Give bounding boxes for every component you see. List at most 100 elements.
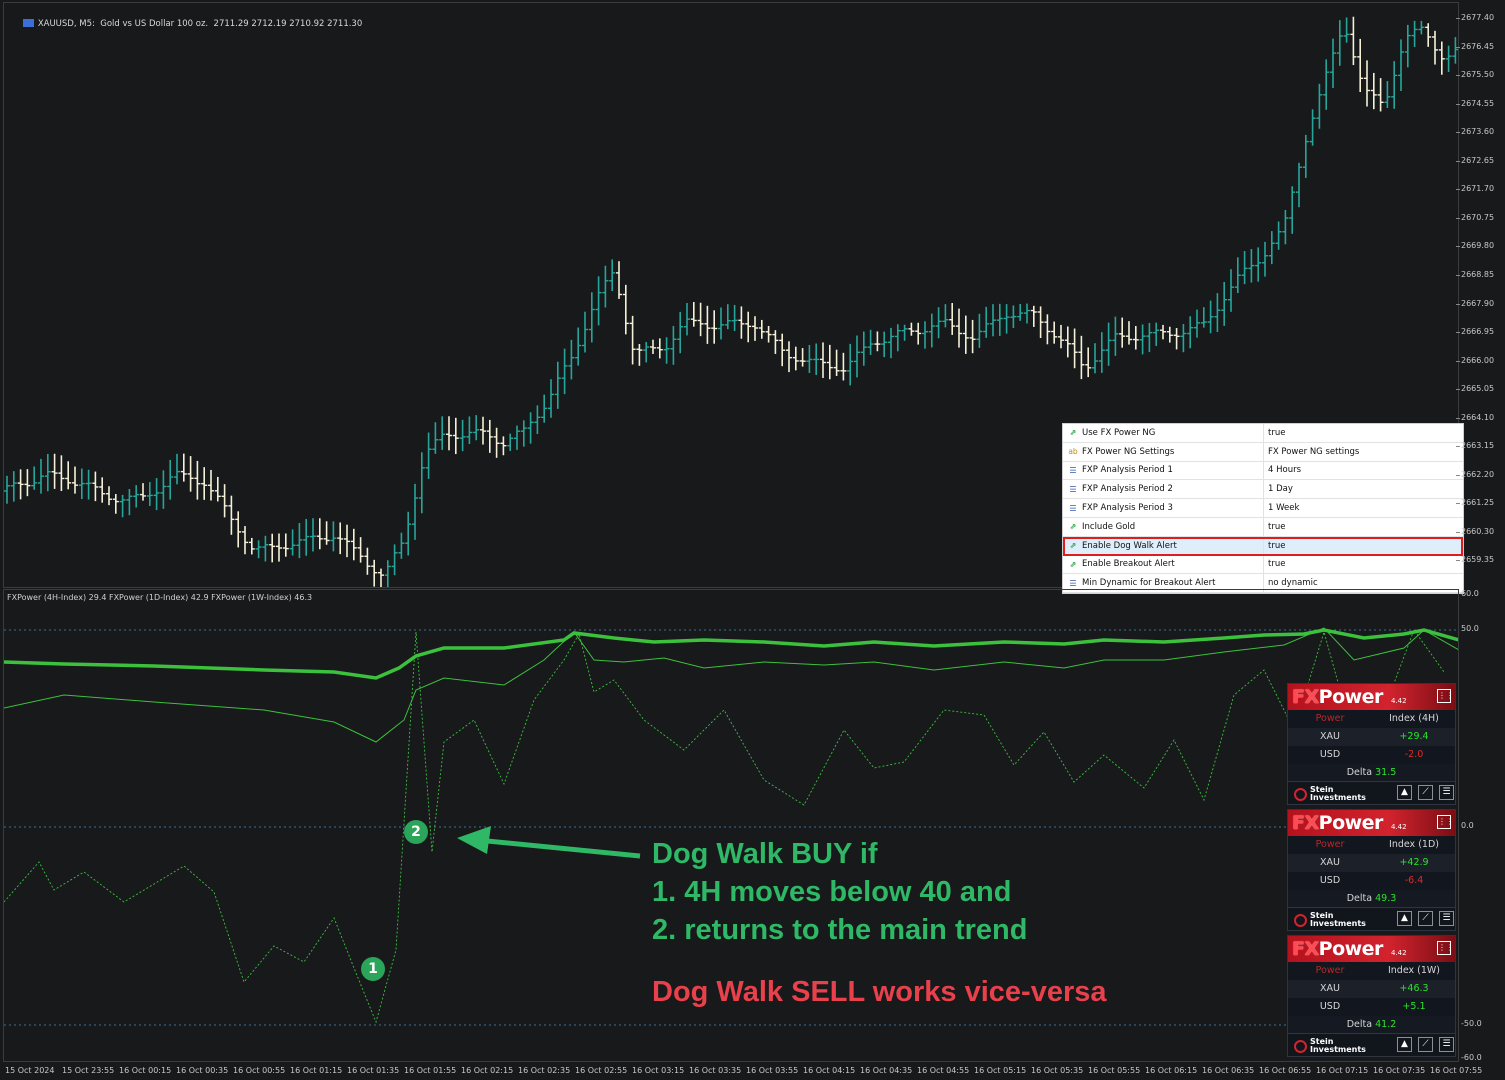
price-bar — [58, 455, 65, 492]
candlestick-chart[interactable] — [4, 3, 1458, 587]
delta-row: Delta 41.2 — [1346, 1019, 1397, 1030]
enum-list-icon: ☰ — [1069, 503, 1077, 513]
price-bar — [418, 452, 425, 514]
property-value[interactable]: 1 Week — [1268, 503, 1300, 514]
price-bar — [1364, 60, 1370, 107]
fxpower-logo: FXPower — [1292, 812, 1383, 834]
bell-icon[interactable]: ▲ — [1397, 911, 1412, 926]
price-bar — [1146, 322, 1153, 353]
price-bar — [1336, 20, 1343, 66]
fxpower-header: FXPower 4.42 ⋮⋮ — [1288, 684, 1455, 710]
price-bar — [439, 416, 446, 450]
chart-title-text: XAUUSD, M5: Gold vs US Dollar 100 oz. 27… — [37, 19, 363, 29]
fxpower-logo: FXPower — [1292, 686, 1383, 708]
price-bar — [378, 568, 384, 587]
price-bar — [303, 518, 310, 556]
property-name: Enable Breakout Alert — [1082, 559, 1175, 570]
price-bar — [1187, 316, 1194, 349]
chart-icon[interactable]: ⟋ — [1418, 911, 1433, 926]
property-row[interactable]: ☰ Min Dynamic for Breakout Alert no dynami… — [1063, 574, 1463, 594]
list-icon[interactable]: ☰ — [1439, 785, 1454, 800]
price-bar — [1058, 324, 1064, 349]
price-bar — [765, 325, 772, 343]
price-bar — [922, 321, 928, 349]
fxpower-row-usd: USD -2.0 — [1288, 746, 1455, 764]
price-tick-label: 2668.85 — [1461, 269, 1495, 279]
price-bar — [1228, 269, 1234, 312]
price-bar — [1377, 78, 1384, 112]
price-tick-mark — [1456, 274, 1460, 276]
property-value[interactable]: 1 Day — [1268, 484, 1293, 495]
price-bar — [228, 495, 235, 535]
chart-icon[interactable]: ⟋ — [1418, 1037, 1433, 1052]
property-row[interactable]: ⇗ Include Gold true — [1063, 517, 1463, 537]
ab-string-icon: ab — [1068, 447, 1078, 457]
property-value[interactable]: true — [1268, 540, 1286, 551]
price-bar — [1452, 37, 1458, 64]
price-bar — [1078, 335, 1085, 380]
property-row[interactable]: ☰ FXP Analysis Period 1 4 Hours — [1063, 461, 1463, 481]
ab-bool-icon: ⇗ — [1069, 559, 1077, 569]
property-row[interactable]: ☰ FXP Analysis Period 2 1 Day — [1063, 480, 1463, 500]
price-bar — [1268, 231, 1275, 265]
price-bar — [609, 259, 616, 292]
enum-list-icon: ☰ — [1069, 465, 1077, 475]
property-value[interactable]: true — [1268, 559, 1286, 570]
price-bar — [1432, 30, 1438, 65]
price-bar — [255, 540, 262, 559]
time-tick-label: 16 Oct 04:15 — [803, 1066, 856, 1075]
price-tick-mark — [1456, 103, 1460, 105]
price-bar — [554, 361, 561, 409]
fxpower-header: FXPower 4.42 ⋮⋮ — [1288, 936, 1455, 962]
price-bar — [174, 453, 180, 485]
price-bar — [1330, 38, 1336, 88]
price-tick-label: 2670.75 — [1461, 212, 1495, 222]
price-bar — [616, 261, 622, 299]
list-icon[interactable]: ☰ — [1439, 911, 1454, 926]
property-value[interactable]: 4 Hours — [1268, 465, 1302, 476]
price-chart-pane[interactable]: XAUUSD, M5: Gold vs US Dollar 100 oz. 27… — [3, 2, 1464, 595]
price-bar — [840, 352, 847, 381]
grid-menu-icon[interactable]: ⋮⋮ — [1437, 941, 1454, 955]
chart-icon[interactable]: ⟋ — [1418, 785, 1433, 800]
price-bar — [1425, 23, 1432, 47]
annotation-arrow-icon — [457, 826, 641, 859]
price-bar — [432, 422, 439, 454]
grid-menu-icon[interactable]: ⋮⋮ — [1437, 815, 1454, 829]
price-bar — [323, 521, 330, 545]
property-row[interactable]: ⇗ Use FX Power NG true — [1063, 424, 1463, 443]
fxpower-panel: FXPower 4.42 ⋮⋮ Power Index (1W) XAU +46… — [1287, 935, 1456, 1057]
indicator-pane[interactable]: FXPower (4H-Index) 29.4 FXPower (1D-Inde… — [3, 589, 1459, 1062]
property-row[interactable]: ⇗ Enable Dog Walk Alert true — [1063, 536, 1463, 556]
property-row[interactable]: ab FX Power NG Settings FX Power NG settin… — [1063, 442, 1463, 462]
property-value[interactable]: no dynamic — [1268, 578, 1318, 589]
price-bar — [330, 521, 337, 552]
list-icon[interactable]: ☰ — [1439, 1037, 1454, 1052]
price-bar — [786, 341, 792, 373]
property-value[interactable]: true — [1268, 427, 1286, 438]
property-row[interactable]: ⇗ Enable Breakout Alert true — [1063, 555, 1463, 575]
price-bar — [1194, 309, 1200, 338]
property-value[interactable]: true — [1268, 521, 1286, 532]
time-tick-label: 16 Oct 02:35 — [518, 1066, 571, 1075]
property-name-cell: ab FX Power NG Settings — [1063, 442, 1264, 461]
price-bar — [1350, 16, 1357, 66]
price-bar — [140, 483, 146, 501]
price-bar — [350, 528, 357, 561]
bell-icon[interactable]: ▲ — [1397, 1037, 1412, 1052]
price-bar — [738, 306, 745, 339]
price-bar — [813, 343, 820, 375]
delta-value: 49.3 — [1375, 893, 1397, 904]
bell-icon[interactable]: ▲ — [1397, 785, 1412, 800]
property-row[interactable]: ☰ FXP Analysis Period 3 1 Week — [1063, 499, 1463, 518]
property-name: Use FX Power NG — [1082, 427, 1156, 438]
chart-symbol-menu-icon[interactable] — [22, 19, 34, 27]
price-bar — [310, 518, 316, 552]
properties-table[interactable]: ⇗ Use FX Power NG true ab FX Power NG Settin… — [1062, 423, 1464, 595]
price-tick-label: 2660.30 — [1461, 526, 1495, 536]
price-tick-mark — [1456, 18, 1460, 19]
property-value[interactable]: FX Power NG settings — [1268, 446, 1360, 457]
column-power-header: Power — [1315, 839, 1345, 850]
fxpower-indicator-chart[interactable] — [4, 590, 1458, 1061]
grid-menu-icon[interactable]: ⋮⋮ — [1437, 689, 1454, 703]
